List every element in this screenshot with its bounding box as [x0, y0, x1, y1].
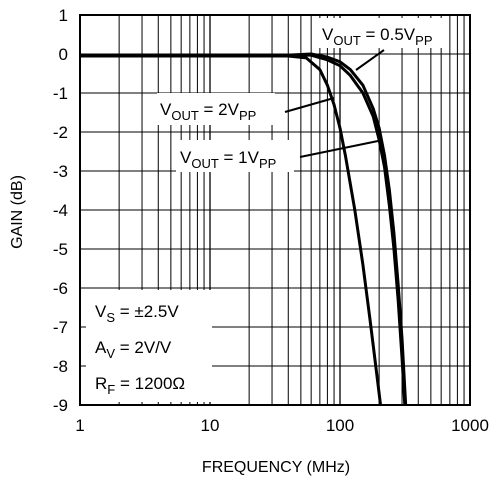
series-label-0: VOUT = 0.5VPP [317, 18, 445, 71]
series-label-2-pointer [284, 97, 335, 113]
plot-frame [79, 14, 471, 406]
curves [80, 52, 408, 406]
y-tick-label: -5 [53, 240, 68, 259]
y-axis-label: GAIN (dB) [9, 175, 26, 249]
y-tick-label: -8 [53, 357, 68, 376]
series-line-1 [80, 53, 407, 406]
condition-vs: VS = ±2.5V [95, 302, 179, 325]
y-tick-label: 0 [59, 45, 68, 64]
series-label-2: VOUT = 2VPP [157, 93, 335, 125]
x-tick-label: 100 [326, 416, 354, 435]
condition-rf: RF = 1200Ω [95, 374, 185, 397]
y-tick-label: -3 [53, 162, 68, 181]
y-tick-label: -6 [53, 279, 68, 298]
x-tick-label: 10 [201, 416, 220, 435]
y-tick-label: -1 [53, 84, 68, 103]
svg-text:VOUT = 1VPP: VOUT = 1VPP [180, 148, 276, 171]
series-label-0-pointer [355, 49, 385, 71]
y-tick-label: -7 [53, 318, 68, 337]
conditions-box: VS = ±2.5V AV = 2V/V RF = 1200Ω [86, 290, 212, 402]
x-tick-label: 1000 [451, 416, 489, 435]
svg-text:VOUT = 0.5VPP: VOUT = 0.5VPP [322, 25, 433, 48]
x-axis-label: FREQUENCY (MHz) [202, 459, 350, 476]
y-tick-label: 1 [59, 6, 68, 25]
series-label-1-pointer [299, 140, 379, 158]
series-label-1: VOUT = 1VPP [176, 140, 379, 172]
condition-av: AV = 2V/V [95, 338, 172, 361]
svg-text:VOUT = 2VPP: VOUT = 2VPP [160, 100, 256, 123]
y-tick-label: -9 [53, 396, 68, 415]
grid [80, 15, 470, 405]
y-tick-label: -4 [53, 201, 68, 220]
x-tick-label: 1 [75, 416, 84, 435]
series-line-2 [80, 54, 383, 406]
y-tick-label: -2 [53, 123, 68, 142]
